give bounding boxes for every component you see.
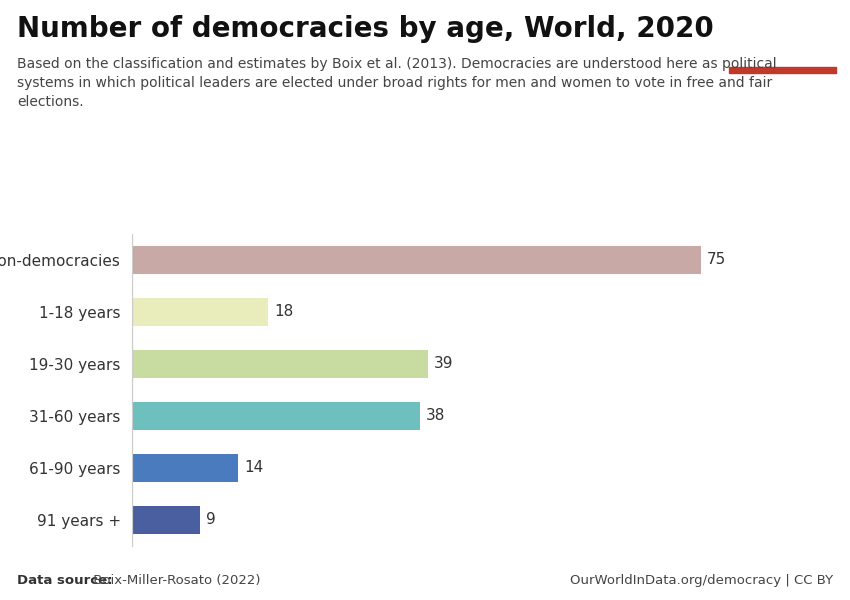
Text: OurWorldInData.org/democracy | CC BY: OurWorldInData.org/democracy | CC BY <box>570 574 833 587</box>
Bar <box>132 246 701 274</box>
Text: 18: 18 <box>275 304 294 319</box>
Bar <box>132 402 420 430</box>
Text: Our World
in Data: Our World in Data <box>747 20 818 50</box>
Text: 14: 14 <box>244 461 264 475</box>
Text: 9: 9 <box>206 512 216 527</box>
Text: 39: 39 <box>434 356 453 371</box>
Text: Based on the classification and estimates by Boix et al. (2013). Democracies are: Based on the classification and estimate… <box>17 57 777 109</box>
Bar <box>132 298 269 326</box>
Text: 38: 38 <box>426 409 445 424</box>
Bar <box>132 350 428 378</box>
Bar <box>132 454 238 482</box>
Bar <box>729 67 836 73</box>
Bar <box>132 506 200 534</box>
Text: Boix-Miller-Rosato (2022): Boix-Miller-Rosato (2022) <box>89 574 261 587</box>
Text: Number of democracies by age, World, 2020: Number of democracies by age, World, 202… <box>17 15 714 43</box>
Text: 75: 75 <box>707 253 726 268</box>
Text: Data source:: Data source: <box>17 574 112 587</box>
